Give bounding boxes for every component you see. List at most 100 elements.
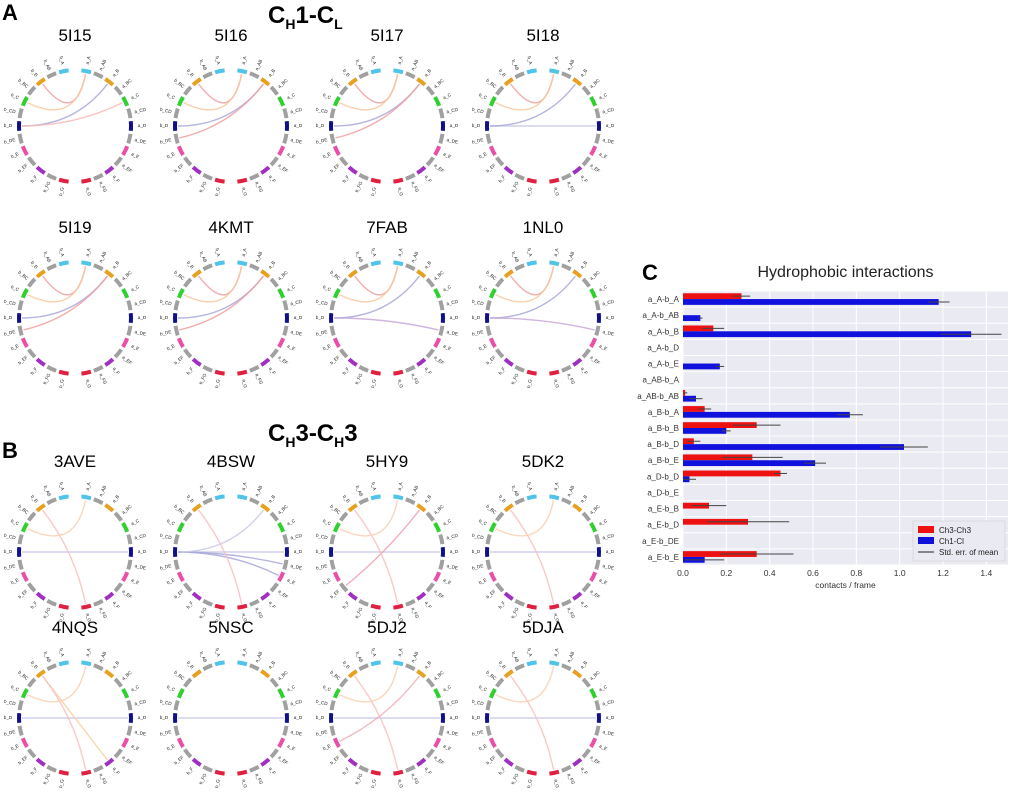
- bar: [683, 331, 972, 338]
- chord-segment-arc: [358, 71, 369, 80]
- chord-segment-arc: [104, 357, 115, 367]
- chord-segment-label: b_DE: [4, 729, 16, 736]
- chord-segment-label: b_G: [214, 378, 221, 388]
- chord-segment-arc: [202, 172, 213, 181]
- chord-segment-label: a_B: [267, 68, 276, 78]
- chord-segment-label: b_G: [58, 186, 65, 196]
- chord-segment-arc: [339, 582, 349, 593]
- chord-segment-arc: [594, 325, 601, 336]
- chord-segment-label: a_CD: [446, 299, 459, 307]
- chord-segment-label: a_D: [606, 715, 615, 720]
- chord-segment-arc: [589, 96, 598, 107]
- chord-segment-arc: [572, 669, 583, 679]
- chord-segment-label: b_CD: [4, 107, 17, 115]
- chord-segment-label: a_D: [294, 123, 303, 128]
- chord-link: [21, 102, 123, 127]
- chord-segment-arc: [485, 559, 492, 570]
- chord-diagram: 4KMT a_A a_AB a_B a_BC a_C a_CD a_D a_DE a_E a_EF a…: [156, 218, 306, 408]
- chord-segment-label: a_BC: [277, 269, 290, 281]
- chord-segment-label: b_CD: [160, 699, 173, 707]
- chord-diagram-svg: a_A a_AB a_Ba_BC a_C a_CD a_D a_DE a_E a_EFa_F a_…: [472, 481, 616, 623]
- chord-segment-arc: [339, 748, 349, 759]
- chord-segment-arc: [339, 677, 349, 688]
- chord-segment-label: a_C: [130, 684, 140, 693]
- chord-segment-arc: [485, 108, 492, 119]
- chord-diagram: 5HY9 a_A a_AB a_B a_BC a_C a_CD a_D a_DE a_E a_EF a…: [312, 452, 462, 642]
- chord-segment-label: b_D: [160, 315, 169, 320]
- chord-segment-label: b_E: [166, 343, 176, 351]
- chord-segment-label: a_C: [286, 684, 296, 693]
- chord-segment-label: b_D: [316, 715, 325, 720]
- chord-segment-label: a_E: [442, 743, 452, 751]
- chord-segment-arc: [202, 663, 213, 672]
- chord-segment-arc: [514, 172, 525, 181]
- chord-segment-label: b_A: [371, 56, 378, 66]
- chord-segment-label: a_A: [553, 247, 560, 257]
- chord-segment-label: b_AB: [355, 651, 364, 663]
- chord-segment-label: a_EF: [589, 589, 601, 600]
- chord-segment-label: b_F: [185, 174, 194, 183]
- chord-segment-label: a_G: [85, 379, 92, 389]
- chord-link: [27, 265, 87, 303]
- chord-segment-arc: [126, 300, 133, 311]
- y-tick-label: a_A-b_E: [648, 360, 679, 369]
- chord-segment-arc: [93, 598, 104, 607]
- chord-segment-label: b_BC: [173, 78, 186, 90]
- panel-b-title-sub1: H: [285, 433, 296, 450]
- chord-segment-label: b_FG: [510, 606, 520, 619]
- chord-segment-label: b_FG: [42, 606, 52, 619]
- chord-segment-label: b_CD: [472, 107, 485, 115]
- chord-segment-arc: [191, 669, 202, 679]
- chord-segment-label: b_C: [322, 284, 332, 293]
- chord-diagram-title: 5DJ2: [367, 618, 407, 637]
- chord-segment-arc: [260, 591, 271, 601]
- chord-segment-label: a_EF: [433, 163, 445, 174]
- chord-segment-label: b_A: [59, 648, 66, 658]
- chord-segment-arc: [581, 156, 591, 167]
- chord-segment-label: b_D: [316, 549, 325, 554]
- chord-segment-arc: [260, 77, 271, 87]
- chord-segment-label: b_EF: [329, 163, 341, 174]
- chord-segment-arc: [176, 337, 185, 348]
- chord-segment-label: b_C: [478, 684, 488, 693]
- chord-link: [333, 83, 420, 127]
- chord-diagram-title: 5NSC: [208, 618, 254, 637]
- chord-diagram-svg: a_A a_AB a_Ba_BC a_C a_CD a_D a_DE a_E a_EFa_F a_…: [4, 481, 148, 623]
- chord-diagram: 7FAB a_A a_AB a_B a_BC a_C a_CD a_D a_DE a_E a_EF a…: [312, 218, 462, 408]
- chord-segment-arc: [503, 165, 514, 175]
- chord-segment-label: a_AB: [410, 485, 419, 497]
- chord-segment-arc: [581, 511, 591, 522]
- chord-segment-arc: [433, 96, 442, 107]
- chord-segment-label: a_G: [553, 187, 560, 197]
- chord-segment-arc: [58, 660, 69, 667]
- chord-segment-label: b_FG: [354, 372, 364, 385]
- x-tick-label: 0.0: [677, 568, 689, 578]
- chord-segment-arc: [249, 497, 260, 506]
- chord-segment-arc: [260, 165, 271, 175]
- chord-segment-arc: [370, 603, 381, 610]
- chord-segment-arc: [260, 503, 271, 513]
- chord-segment-arc: [526, 603, 537, 610]
- chord-segment-label: b_CD: [472, 299, 485, 307]
- x-axis-label: contacts / frame: [815, 580, 876, 590]
- chord-segment-arc: [514, 598, 525, 607]
- chord-segment-label: a_B: [423, 494, 432, 504]
- panel-a-title-sub1: H: [285, 15, 296, 32]
- chord-segment-label: a_E: [286, 577, 296, 585]
- chord-segment-arc: [438, 559, 445, 570]
- chord-segment-arc: [329, 700, 336, 711]
- chord-segment-label: a_FG: [566, 373, 576, 386]
- chord-segment-arc: [173, 725, 180, 736]
- chord-segment-arc: [126, 108, 133, 119]
- chord-segment-arc: [485, 325, 492, 336]
- chord-segment-arc: [393, 494, 404, 501]
- chord-segment-label: b_D: [472, 715, 481, 720]
- chord-segment-label: b_CD: [160, 299, 173, 307]
- chord-segment-arc: [589, 337, 598, 348]
- chord-segment-label: a_DE: [134, 137, 146, 144]
- chord-segment-label: b_G: [214, 778, 221, 788]
- chord-segment-label: a_CD: [446, 107, 459, 115]
- chord-segment-arc: [581, 348, 591, 359]
- chord-segment-arc: [549, 369, 560, 376]
- chord-segment-label: a_DE: [602, 329, 614, 336]
